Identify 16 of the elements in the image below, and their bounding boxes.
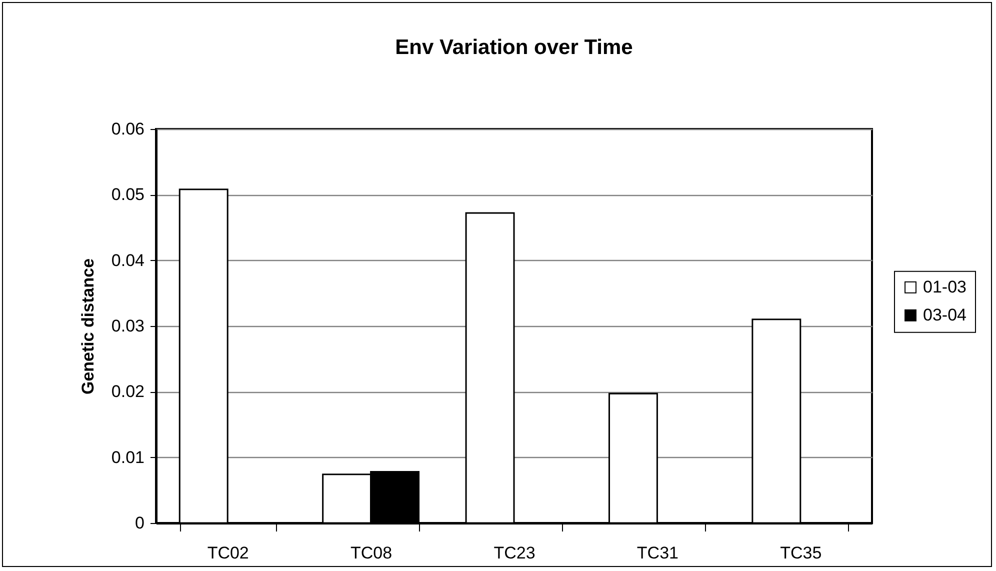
- y-tick-label: 0.05: [111, 185, 144, 204]
- y-tick-label: 0: [135, 514, 144, 532]
- y-tick-label: 0.03: [111, 316, 144, 336]
- x-tick-label: TC02: [207, 544, 249, 562]
- y-tick-label: 0.06: [111, 120, 144, 138]
- x-tick-label: TC23: [494, 544, 536, 562]
- y-tick-label: 0.02: [111, 382, 144, 402]
- chart-title: Env Variation over Time: [395, 36, 633, 59]
- x-tick-label: TC35: [780, 544, 822, 562]
- y-tick-label: 0.01: [111, 448, 144, 467]
- y-tick-label: 0.04: [111, 250, 144, 270]
- x-tick-label: TC08: [350, 544, 392, 562]
- x-tick-label: TC31: [636, 544, 678, 562]
- y-axis-title: Genetic distance: [78, 258, 98, 395]
- legend-label: 03-04: [923, 305, 966, 324]
- legend-label: 01-03: [923, 277, 966, 296]
